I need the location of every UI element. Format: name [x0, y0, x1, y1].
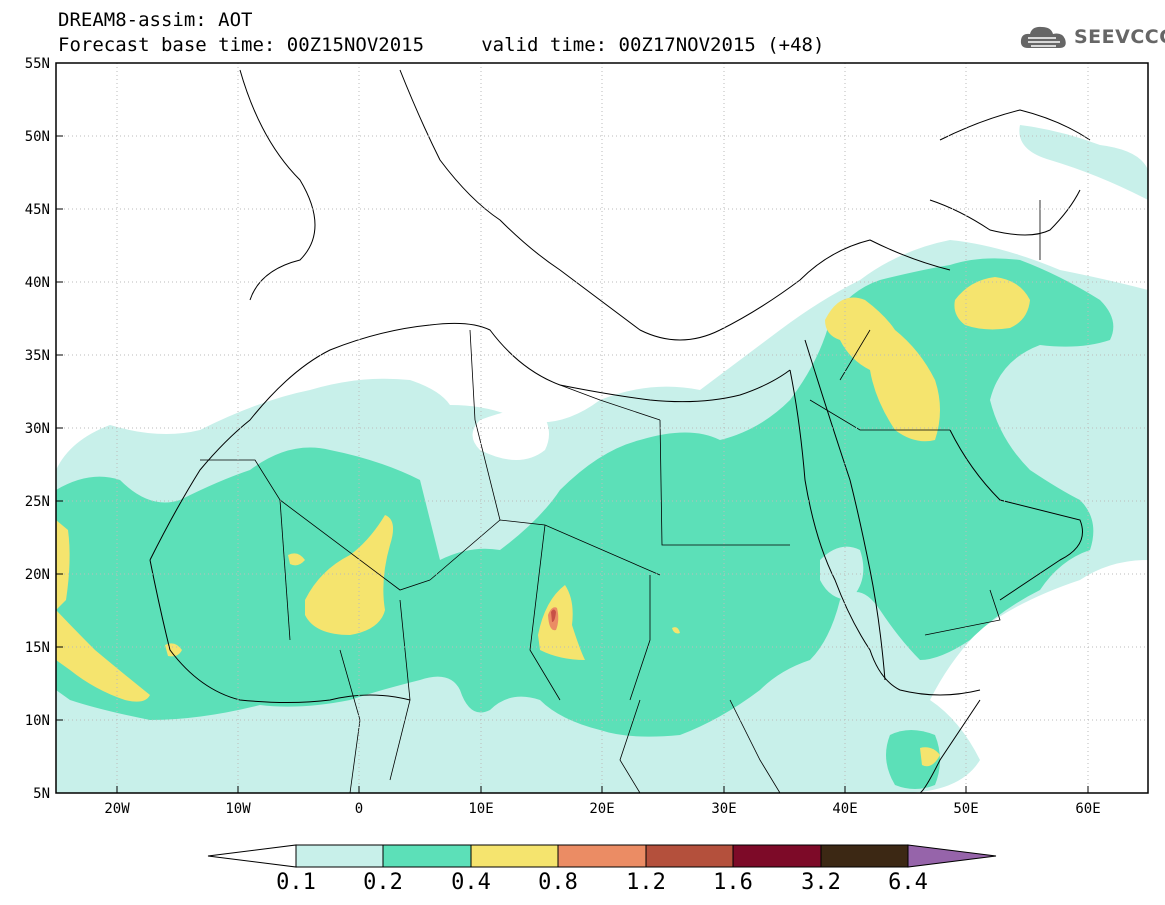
- colorbar-min-arrow: [207, 844, 297, 868]
- colorbar-label: 0.4: [451, 870, 491, 895]
- lon-label: 0: [355, 801, 363, 817]
- lat-label: 40N: [25, 275, 50, 291]
- latitude-labels: 55N 50N 45N 40N 35N 30N 25N 20N 15N 10N …: [25, 56, 50, 802]
- longitude-labels: 20W 10W 0 10E 20E 30E 40E 50E 60E: [104, 801, 1100, 817]
- lat-label: 10N: [25, 713, 50, 729]
- aot-contour-yellow: [56, 520, 70, 610]
- colorbar-label: 1.2: [626, 870, 666, 895]
- lat-label: 30N: [25, 421, 50, 437]
- colorbar-swatch: [732, 844, 822, 868]
- lon-label: 40E: [832, 801, 857, 817]
- logo-text: SEEVCCC: [1074, 26, 1165, 48]
- colorbar-label: 0.1: [276, 870, 316, 895]
- colorbar-swatch: [645, 844, 734, 868]
- colorbar-swatch: [295, 844, 384, 868]
- lat-label: 45N: [25, 202, 50, 218]
- colorbar-label: 0.2: [363, 870, 403, 895]
- lon-label: 30E: [711, 801, 736, 817]
- lat-label: 25N: [25, 494, 50, 510]
- colorbar-max-arrow: [907, 844, 997, 868]
- lat-label: 15N: [25, 640, 50, 656]
- aot-contour-yellow: [538, 585, 585, 660]
- colorbar-swatch: [470, 844, 559, 868]
- aot-contour-yellow: [305, 515, 394, 635]
- aot-contour-yellow: [672, 627, 680, 634]
- colorbar-swatch: [557, 844, 647, 868]
- colorbar-label: 1.6: [713, 870, 753, 895]
- colorbar-label: 3.2: [801, 870, 841, 895]
- colorbar: [207, 844, 997, 868]
- aot-contour-light: [1019, 125, 1148, 200]
- aot-contour-medium: [886, 730, 940, 789]
- aot-contour-yellow: [825, 297, 940, 442]
- cloud-icon: [1020, 26, 1066, 48]
- colorbar-swatch: [820, 844, 909, 868]
- aot-contour-yellow: [56, 610, 150, 702]
- aot-contour-light: [1100, 398, 1148, 470]
- lon-label: 10E: [468, 801, 493, 817]
- aot-contour-light: [820, 546, 864, 600]
- colorbar-label: 6.4: [888, 870, 928, 895]
- lon-label: 10W: [225, 801, 251, 817]
- seevccc-logo: SEEVCCC: [1018, 22, 1165, 52]
- coastlines: [149, 69, 1091, 793]
- lon-label: 60E: [1075, 801, 1100, 817]
- colorbar-label: 0.8: [538, 870, 578, 895]
- lon-label: 20W: [104, 801, 130, 817]
- aot-contour-red: [551, 609, 556, 622]
- lat-label: 55N: [25, 56, 50, 72]
- borders: [200, 200, 1041, 793]
- aot-contour-fills: [56, 69, 1148, 793]
- aot-contour-yellow: [954, 277, 1030, 330]
- aot-contour-yellow: [288, 553, 305, 566]
- lat-label: 35N: [25, 348, 50, 364]
- map-title: DREAM8-assim: AOT: [58, 9, 253, 31]
- lat-label: 50N: [25, 129, 50, 145]
- lon-label: 50E: [953, 801, 978, 817]
- aot-contour-clear: [472, 408, 549, 460]
- forecast-times: Forecast base time: 00Z15NOV2015 valid t…: [58, 34, 825, 56]
- aot-contour-yellow: [920, 747, 940, 767]
- lat-lon-grid: [56, 63, 1148, 793]
- lat-label: 5N: [33, 786, 50, 802]
- lat-label: 20N: [25, 567, 50, 583]
- lon-label: 20E: [589, 801, 614, 817]
- axis-ticks: [56, 62, 1089, 793]
- colorbar-swatch: [382, 844, 472, 868]
